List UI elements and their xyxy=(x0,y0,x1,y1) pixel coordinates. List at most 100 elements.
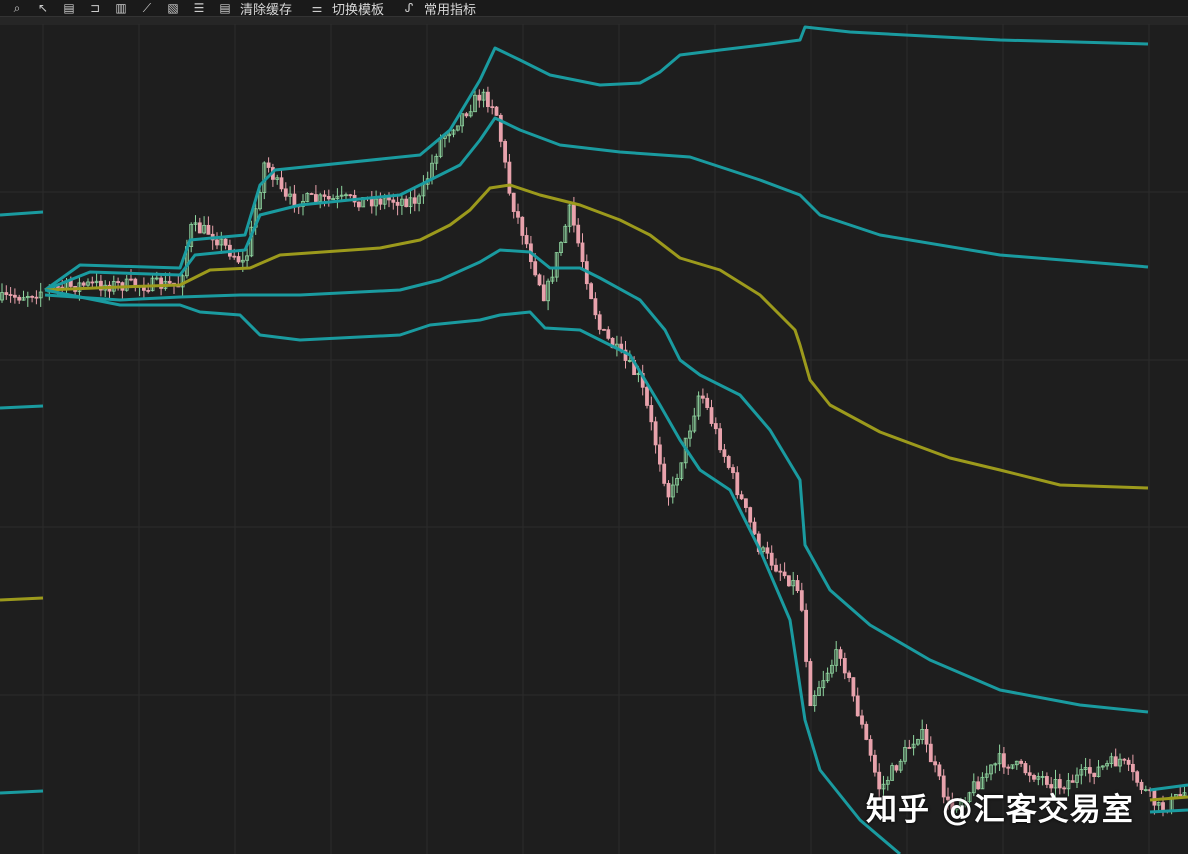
candle-body xyxy=(124,278,129,291)
candle-body xyxy=(1036,776,1041,780)
candle-body xyxy=(782,571,787,577)
common-indicators-button[interactable]: 常用指标 xyxy=(424,2,477,18)
bracket-icon[interactable]: ⊐ xyxy=(89,1,101,15)
candle-body xyxy=(17,296,22,301)
candle-body xyxy=(903,747,907,762)
candle-body xyxy=(1014,760,1019,766)
candle-body xyxy=(391,199,396,203)
candle-body xyxy=(705,397,710,408)
candle-body xyxy=(520,216,525,236)
candle-body xyxy=(679,462,684,479)
candle-body xyxy=(989,764,993,775)
candle-body xyxy=(395,201,400,206)
candle-body xyxy=(1032,774,1036,780)
candle-body xyxy=(1045,776,1049,785)
left-middle-stub xyxy=(0,596,44,602)
report-icon[interactable]: ▤ xyxy=(63,1,75,15)
candle-body xyxy=(804,609,808,662)
bar-chart-icon[interactable]: ▥ xyxy=(115,1,127,15)
candle-body xyxy=(580,242,585,262)
candle-body xyxy=(1100,765,1105,768)
candle-body xyxy=(670,484,675,498)
candle-body xyxy=(787,575,791,587)
price-chart[interactable] xyxy=(0,24,1188,854)
candle-body xyxy=(154,277,159,280)
right-middle-stub xyxy=(1149,795,1188,802)
candle-body xyxy=(245,255,250,261)
candle-body xyxy=(129,278,133,281)
candle-body xyxy=(576,224,581,244)
candle-body xyxy=(868,739,873,756)
candle-body xyxy=(460,113,465,127)
candle-body xyxy=(739,494,744,500)
candle-body xyxy=(851,677,856,697)
candle-body xyxy=(791,580,796,587)
candle-body xyxy=(696,395,701,417)
candle-body xyxy=(30,295,35,298)
candle-body xyxy=(567,204,572,227)
clear-cache-button[interactable]: 清除缓存 xyxy=(240,2,293,18)
line-draw-icon[interactable]: ⟋ xyxy=(142,0,152,15)
candle-body xyxy=(417,195,422,204)
candle-body xyxy=(658,444,662,465)
candle-body xyxy=(399,198,404,206)
candle-body xyxy=(189,223,194,247)
candle-body xyxy=(765,547,770,554)
candle-body xyxy=(266,162,271,168)
candle-body xyxy=(976,781,980,790)
candle-body xyxy=(653,421,658,446)
candle-body xyxy=(950,799,955,810)
candle-body xyxy=(1070,780,1075,783)
lower-inner-band xyxy=(44,248,1149,714)
candle-body xyxy=(25,295,30,299)
candle-body xyxy=(1006,766,1011,769)
candle-body xyxy=(1135,771,1140,783)
candle-body xyxy=(404,198,409,208)
candle-body xyxy=(356,201,361,208)
middle-band xyxy=(44,183,1149,490)
candle-body xyxy=(1118,758,1122,767)
candle-body xyxy=(1075,774,1079,783)
candle-body xyxy=(666,482,671,498)
candle-body xyxy=(907,747,912,749)
candle-body xyxy=(559,242,563,253)
cursor-icon[interactable]: ↖ xyxy=(37,1,49,15)
candle-body xyxy=(954,808,959,811)
candle-body xyxy=(451,129,456,135)
candle-body xyxy=(860,715,864,725)
candle-body xyxy=(894,765,899,771)
candle-body xyxy=(572,204,576,226)
candle-body xyxy=(288,193,293,197)
switch-template-button[interactable]: 切换模板 xyxy=(332,2,385,18)
candle-body xyxy=(709,407,714,424)
candle-body xyxy=(1010,764,1015,769)
candle-body xyxy=(8,294,13,296)
candle-body xyxy=(890,765,894,781)
image-icon[interactable]: ▧ xyxy=(167,1,179,15)
candle-body xyxy=(825,672,830,682)
candle-body xyxy=(197,222,202,234)
candle-body xyxy=(627,360,632,362)
candle-body xyxy=(597,314,602,330)
candle-body xyxy=(305,193,310,202)
document-icon[interactable]: ▤ xyxy=(219,1,231,15)
candle-body xyxy=(550,276,555,282)
list-icon[interactable]: ☰ xyxy=(193,1,205,15)
zoom-icon[interactable]: ⌕ xyxy=(13,0,21,15)
upper-inner-band xyxy=(44,116,1149,292)
indicator-icon[interactable]: ᔑ xyxy=(404,1,414,15)
candle-body xyxy=(258,192,262,210)
candle-body xyxy=(692,415,697,432)
candle-body xyxy=(1109,756,1114,764)
sliders-icon[interactable]: ⚌ xyxy=(311,1,323,15)
candle-body xyxy=(1002,753,1006,768)
candle-body xyxy=(1092,772,1097,777)
candle-body xyxy=(623,349,628,361)
candle-body xyxy=(830,664,834,674)
candle-body xyxy=(1139,781,1144,791)
candle-body xyxy=(726,456,731,468)
candle-body xyxy=(511,192,516,212)
candle-body xyxy=(718,428,722,451)
candle-body xyxy=(344,194,348,197)
candle-body xyxy=(1079,769,1084,776)
